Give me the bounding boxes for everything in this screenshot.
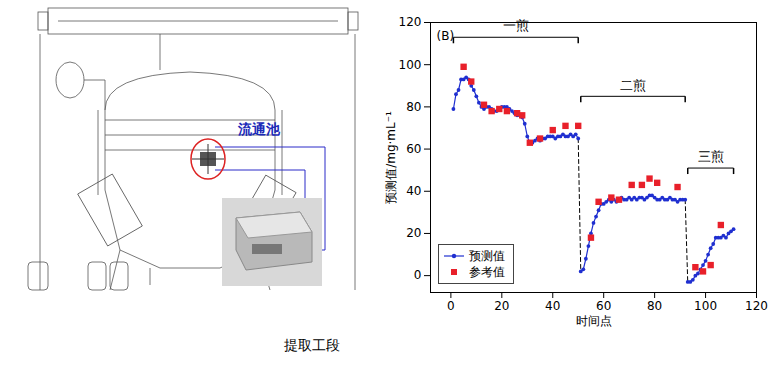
html-text:参考值: 参考值 <box>469 264 505 279</box>
svg-text:时间点: 时间点 <box>576 314 612 328</box>
svg-text:(B): (B) <box>437 29 455 43</box>
svg-text:0: 0 <box>414 268 422 282</box>
svg-text:60: 60 <box>596 299 611 313</box>
svg-text:100: 100 <box>694 299 717 313</box>
svg-text:20: 20 <box>494 299 509 313</box>
svg-text:120: 120 <box>745 299 768 313</box>
svg-text:40: 40 <box>406 184 421 198</box>
svg-text:流通池: 流通池 <box>237 121 281 137</box>
svg-text:二煎: 二煎 <box>620 77 646 92</box>
svg-text:80: 80 <box>647 299 662 313</box>
svg-text:0: 0 <box>447 299 455 313</box>
svg-text:120: 120 <box>399 15 422 29</box>
svg-text:100: 100 <box>399 58 422 72</box>
svg-text:提取工段: 提取工段 <box>284 337 340 353</box>
svg-text:80: 80 <box>406 100 421 114</box>
svg-text:一煎: 一煎 <box>503 18 529 33</box>
svg-text:三煎: 三煎 <box>698 149 724 164</box>
svg-text:预测值/mg·mL⁻¹: 预测值/mg·mL⁻¹ <box>384 111 398 204</box>
svg-text:60: 60 <box>406 142 421 156</box>
html-text:预测值: 预测值 <box>469 248 505 263</box>
svg-text:20: 20 <box>406 226 421 240</box>
svg-text:40: 40 <box>545 299 560 313</box>
